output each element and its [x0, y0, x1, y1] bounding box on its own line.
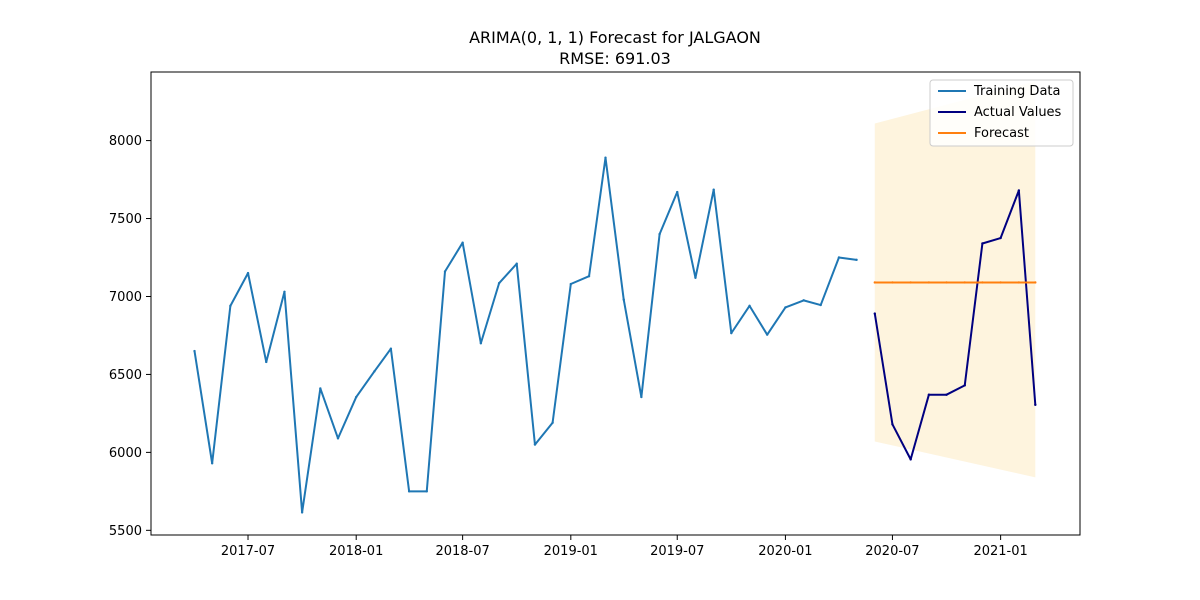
x-axis: 2017-07 2018-01 2018-07 2019-01 2019-07 2020-… — [221, 535, 1028, 559]
x-tick-label: 2020-01 — [758, 544, 812, 559]
data-point-training-data — [229, 304, 232, 308]
plot-frame — [150, 71, 1081, 536]
x-tick-label: 2021-01 — [973, 544, 1027, 559]
y-tick-label: 6000 — [109, 446, 142, 461]
data-point-forecast — [1034, 281, 1037, 284]
data-point-forecast — [909, 281, 912, 284]
data-point-training-data — [265, 360, 268, 364]
data-point-actual-values — [963, 384, 966, 387]
data-point-forecast — [981, 281, 984, 284]
data-point-actual-values — [999, 236, 1002, 240]
data-point-training-data — [515, 262, 518, 265]
x-tick-label: 2018-01 — [329, 544, 383, 559]
data-point-training-data — [551, 421, 554, 424]
data-point-actual-values — [927, 393, 931, 396]
data-point-training-data — [802, 299, 805, 302]
data-point-training-data — [694, 276, 697, 279]
data-point-training-data — [355, 395, 358, 399]
x-tick-label: 2019-07 — [650, 544, 704, 559]
y-tick-label: 7500 — [109, 212, 142, 227]
y-axis: 5500 6000 6500 7000 7500 8000 — [109, 134, 151, 539]
forecast-confidence-band — [874, 81, 1036, 478]
data-point-training-data — [443, 270, 447, 273]
data-point-actual-values — [891, 423, 894, 426]
data-point-actual-values — [945, 393, 948, 396]
x-tick-label: 2018-07 — [435, 544, 489, 559]
legend-label-actual: Actual Values — [974, 105, 1062, 120]
data-point-training-data — [336, 437, 340, 440]
data-point-forecast — [963, 281, 966, 284]
data-point-training-data — [676, 190, 679, 194]
data-point-training-data — [373, 370, 376, 373]
data-point-training-data — [283, 290, 286, 294]
chart-subtitle: RMSE: 691.03 — [559, 49, 671, 68]
data-point-training-data — [569, 282, 573, 286]
data-point-training-data — [210, 462, 214, 465]
data-point-training-data — [193, 349, 196, 353]
chart-title: ARIMA(0, 1, 1) Forecast for JALGAON — [469, 28, 761, 47]
data-point-training-data — [622, 298, 625, 301]
data-point-actual-values — [909, 458, 912, 461]
data-point-forecast — [945, 281, 948, 284]
data-point-training-data — [748, 304, 751, 308]
legend-box — [929, 79, 1074, 147]
series-layer — [193, 156, 1037, 514]
data-point-training-data — [658, 232, 661, 236]
confidence-band-layer — [874, 81, 1036, 478]
data-point-training-data — [425, 490, 428, 493]
data-point-forecast — [891, 281, 894, 284]
data-point-training-data — [533, 443, 537, 446]
data-point-training-data — [765, 333, 769, 336]
x-tick-label: 2019-01 — [544, 544, 598, 559]
data-point-training-data — [389, 347, 393, 350]
legend-label-forecast: Forecast — [974, 126, 1029, 141]
data-point-training-data — [712, 188, 715, 191]
legend-label-training: Training Data — [973, 84, 1060, 99]
data-point-training-data — [784, 306, 787, 309]
data-point-training-data — [319, 387, 322, 390]
data-point-forecast — [1017, 281, 1021, 284]
y-tick-label: 7000 — [109, 290, 142, 305]
y-tick-label: 5500 — [109, 524, 142, 539]
data-point-training-data — [604, 156, 607, 159]
y-tick-label: 8000 — [109, 134, 142, 149]
data-point-forecast — [999, 281, 1002, 284]
data-point-training-data — [407, 490, 411, 493]
series-line-training-data — [193, 156, 857, 514]
data-point-training-data — [479, 342, 483, 345]
data-point-training-data — [819, 303, 822, 307]
legend: Training Data Actual Values Forecast — [929, 79, 1074, 147]
series-line-actual-values — [873, 189, 1037, 461]
data-point-training-data — [461, 241, 464, 244]
x-tick-label: 2020-07 — [865, 544, 919, 559]
data-point-forecast — [927, 281, 931, 284]
data-point-actual-values — [1017, 189, 1021, 192]
data-point-training-data — [587, 275, 591, 278]
data-point-forecast — [873, 281, 876, 284]
data-point-training-data — [855, 258, 858, 262]
data-point-training-data — [730, 331, 733, 335]
x-tick-label: 2017-07 — [221, 544, 275, 559]
data-point-training-data — [246, 271, 250, 275]
data-point-actual-values — [873, 312, 876, 315]
data-point-actual-values — [981, 242, 984, 245]
data-point-training-data — [300, 511, 304, 514]
data-point-actual-values — [1034, 403, 1037, 407]
data-point-training-data — [640, 395, 643, 399]
y-tick-label: 6500 — [109, 368, 142, 383]
data-point-training-data — [497, 282, 501, 285]
data-point-training-data — [837, 256, 841, 259]
